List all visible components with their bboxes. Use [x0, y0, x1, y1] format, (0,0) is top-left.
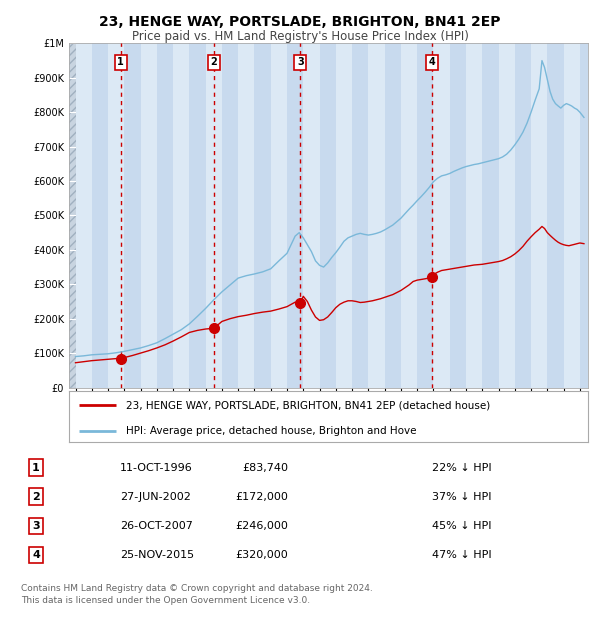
- Bar: [563, 43, 580, 388]
- Text: £83,740: £83,740: [242, 463, 288, 472]
- Text: 26-OCT-2007: 26-OCT-2007: [120, 521, 193, 531]
- Bar: [352, 43, 368, 388]
- Bar: [579, 43, 588, 388]
- Text: 27-JUN-2002: 27-JUN-2002: [120, 492, 191, 502]
- Bar: [515, 43, 531, 388]
- Bar: [140, 43, 157, 388]
- Bar: [124, 43, 140, 388]
- Bar: [417, 43, 433, 388]
- Bar: [271, 43, 287, 388]
- Text: HPI: Average price, detached house, Brighton and Hove: HPI: Average price, detached house, Brig…: [126, 426, 416, 436]
- Text: 2: 2: [210, 57, 217, 68]
- Text: 4: 4: [32, 551, 40, 560]
- Bar: [531, 43, 547, 388]
- Text: 45% ↓ HPI: 45% ↓ HPI: [432, 521, 491, 531]
- Text: 3: 3: [32, 521, 40, 531]
- Bar: [482, 43, 499, 388]
- Bar: [254, 43, 271, 388]
- Bar: [401, 43, 417, 388]
- Text: 22% ↓ HPI: 22% ↓ HPI: [432, 463, 491, 472]
- Text: Contains HM Land Registry data © Crown copyright and database right 2024.
This d: Contains HM Land Registry data © Crown c…: [21, 584, 373, 605]
- Text: 4: 4: [428, 57, 435, 68]
- Bar: [69, 43, 78, 388]
- Bar: [222, 43, 238, 388]
- Text: 23, HENGE WAY, PORTSLADE, BRIGHTON, BN41 2EP: 23, HENGE WAY, PORTSLADE, BRIGHTON, BN41…: [99, 16, 501, 30]
- Text: 1: 1: [118, 57, 124, 68]
- Text: 25-NOV-2015: 25-NOV-2015: [120, 551, 194, 560]
- Bar: [547, 43, 563, 388]
- Bar: [69, 43, 78, 388]
- Bar: [92, 43, 108, 388]
- Text: 11-OCT-1996: 11-OCT-1996: [120, 463, 193, 472]
- Bar: [287, 43, 303, 388]
- Bar: [450, 43, 466, 388]
- Text: 3: 3: [297, 57, 304, 68]
- Bar: [173, 43, 190, 388]
- Bar: [108, 43, 124, 388]
- Bar: [466, 43, 482, 388]
- Bar: [206, 43, 222, 388]
- Bar: [580, 43, 596, 388]
- Bar: [499, 43, 515, 388]
- Text: 1: 1: [32, 463, 40, 472]
- Text: 47% ↓ HPI: 47% ↓ HPI: [432, 551, 491, 560]
- Text: 23, HENGE WAY, PORTSLADE, BRIGHTON, BN41 2EP (detached house): 23, HENGE WAY, PORTSLADE, BRIGHTON, BN41…: [126, 401, 490, 410]
- Text: £172,000: £172,000: [235, 492, 288, 502]
- Bar: [320, 43, 336, 388]
- Bar: [76, 43, 92, 388]
- Bar: [336, 43, 352, 388]
- Bar: [368, 43, 385, 388]
- Bar: [190, 43, 206, 388]
- Bar: [303, 43, 320, 388]
- Text: 2: 2: [32, 492, 40, 502]
- Bar: [385, 43, 401, 388]
- Bar: [433, 43, 450, 388]
- Bar: [579, 43, 588, 388]
- Text: 37% ↓ HPI: 37% ↓ HPI: [432, 492, 491, 502]
- Text: £246,000: £246,000: [235, 521, 288, 531]
- Bar: [238, 43, 254, 388]
- Bar: [157, 43, 173, 388]
- Text: £320,000: £320,000: [235, 551, 288, 560]
- Text: Price paid vs. HM Land Registry's House Price Index (HPI): Price paid vs. HM Land Registry's House …: [131, 30, 469, 43]
